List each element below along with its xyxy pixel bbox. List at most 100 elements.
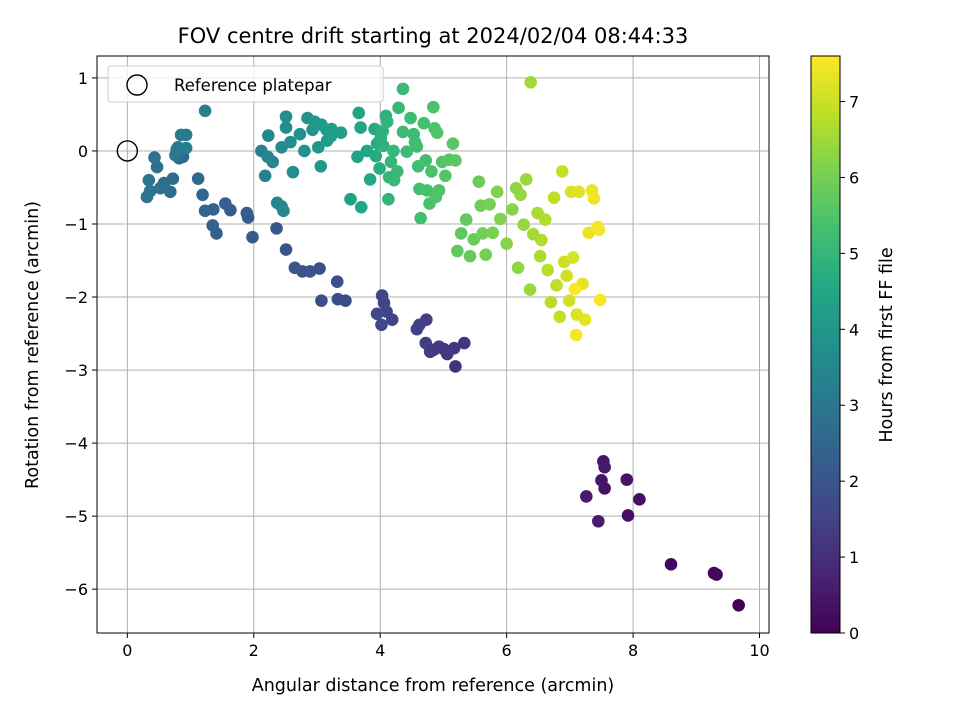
data-point <box>404 111 417 125</box>
y-tick-label: 0 <box>78 142 88 161</box>
data-point <box>514 188 527 202</box>
data-point <box>313 262 326 275</box>
data-point <box>538 213 552 226</box>
data-point <box>620 473 634 486</box>
data-point <box>432 184 446 197</box>
data-point <box>732 598 745 612</box>
legend: Reference platepar <box>107 65 384 103</box>
y-tick-label: −1 <box>64 215 88 234</box>
data-point <box>553 310 567 324</box>
data-point <box>387 144 400 158</box>
reference-platepar-marker <box>116 140 139 162</box>
data-point <box>414 211 427 225</box>
data-point <box>258 169 272 183</box>
data-point <box>311 140 325 154</box>
x-axis-label: Angular distance from reference (arcmin) <box>252 676 615 696</box>
data-point <box>566 251 580 264</box>
data-point <box>196 188 209 202</box>
data-point <box>325 122 338 136</box>
grid <box>97 56 769 633</box>
colorbar-gradient <box>810 55 841 634</box>
data-point <box>354 200 368 214</box>
data-point <box>595 474 608 487</box>
data-point <box>483 197 496 211</box>
data-point <box>568 282 582 296</box>
data-point <box>179 128 193 142</box>
data-point <box>279 243 293 256</box>
data-point <box>400 145 414 158</box>
data-point <box>580 490 593 503</box>
data-point <box>451 244 464 258</box>
data-point <box>550 279 563 292</box>
data-point <box>277 204 290 218</box>
data-point <box>476 227 489 240</box>
data-point <box>419 336 433 350</box>
legend-box <box>107 65 384 103</box>
y-tick-label: −3 <box>64 361 88 380</box>
data-point <box>375 318 388 332</box>
data-point <box>288 261 302 275</box>
colorbar-tick-label: 4 <box>849 320 859 339</box>
data-point <box>410 140 424 153</box>
data-point <box>449 360 462 373</box>
data-point <box>266 155 280 169</box>
data-point <box>519 173 533 186</box>
data-point <box>533 249 547 263</box>
x-tick-label: 10 <box>749 641 769 660</box>
data-point <box>547 191 561 204</box>
data-point <box>535 233 548 247</box>
data-point <box>390 165 404 178</box>
data-point <box>562 294 576 307</box>
data-point <box>592 514 605 528</box>
data-point <box>191 172 205 186</box>
data-point <box>472 175 486 188</box>
y-axis-ticks: 1 0 −1 −2 −3 −4 −5 −6 <box>64 69 97 599</box>
colorbar-tick-label: 5 <box>849 244 859 263</box>
data-point <box>153 181 167 195</box>
data-point <box>179 141 193 155</box>
data-point <box>544 295 558 309</box>
x-tick-label: 8 <box>628 641 638 660</box>
data-point <box>382 192 395 206</box>
data-point <box>582 226 596 240</box>
data-point <box>363 173 377 186</box>
data-points <box>140 75 745 612</box>
data-point <box>420 184 434 197</box>
x-tick-label: 6 <box>502 641 512 660</box>
colorbar-tick-label: 7 <box>849 93 859 112</box>
data-point <box>164 185 177 199</box>
data-point <box>279 121 293 134</box>
data-point <box>369 149 383 163</box>
data-point <box>467 233 481 246</box>
data-point <box>592 223 606 237</box>
chart-title: FOV centre drift starting at 2024/02/04 … <box>178 24 689 48</box>
x-tick-label: 0 <box>122 641 132 660</box>
data-point <box>384 155 398 169</box>
data-point <box>430 126 444 139</box>
data-point <box>524 75 537 89</box>
data-point <box>490 185 504 199</box>
data-point <box>370 307 384 321</box>
data-point <box>279 110 293 123</box>
reference-marker-layer <box>116 140 139 162</box>
data-point <box>587 192 601 205</box>
data-point <box>373 162 386 175</box>
data-point <box>454 227 468 240</box>
data-point <box>560 269 574 283</box>
data-point <box>150 160 164 174</box>
data-point <box>270 222 283 235</box>
data-point <box>578 313 592 326</box>
colorbar-tick-label: 2 <box>849 472 859 491</box>
data-point <box>463 249 477 263</box>
colorbar-tick-label: 0 <box>849 624 859 643</box>
legend-label: Reference platepar <box>174 76 332 95</box>
data-point <box>396 82 410 96</box>
data-point <box>206 219 219 232</box>
data-point <box>392 101 405 115</box>
x-tick-label: 4 <box>375 641 385 660</box>
data-point <box>439 169 452 183</box>
y-tick-label: −2 <box>64 288 88 307</box>
data-point <box>315 294 328 307</box>
data-point <box>425 165 438 178</box>
colorbar-label: Hours from first FF file <box>877 247 897 442</box>
